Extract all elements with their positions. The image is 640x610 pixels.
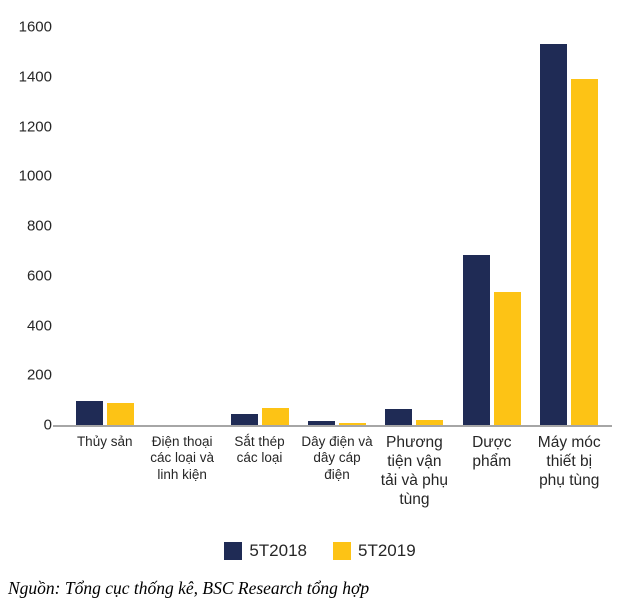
y-tick-label: 400 bbox=[26, 317, 52, 334]
bar-5T2018 bbox=[230, 413, 258, 425]
category-label: Điện thoại các loại và linh kiện bbox=[150, 434, 215, 482]
y-tick-label: 1200 bbox=[18, 118, 52, 135]
bar-5T2018 bbox=[462, 254, 490, 425]
y-tick-label: 800 bbox=[26, 217, 52, 235]
category-label: Phương tiện vận tải và phụ tùng bbox=[380, 434, 448, 508]
bar-5T2019 bbox=[106, 402, 134, 425]
legend-label: 5T2019 bbox=[358, 541, 416, 560]
bar-group bbox=[531, 27, 608, 425]
bar-5T2019 bbox=[493, 291, 521, 425]
x-axis-labels: Thủy sản Điện thoại các loại và linh kiện… bbox=[66, 434, 608, 510]
bar-5T2019 bbox=[261, 407, 289, 425]
y-tick-label: 0 bbox=[43, 416, 52, 434]
bar-5T2018 bbox=[307, 421, 335, 425]
category-label: Dược phẩm bbox=[472, 434, 512, 470]
bar-5T2019 bbox=[571, 79, 599, 425]
bar-group bbox=[221, 27, 298, 425]
bar-group bbox=[376, 27, 453, 425]
category-label: Dây điện và dây cáp điện bbox=[301, 434, 373, 482]
y-tick-label: 1600 bbox=[18, 18, 52, 36]
legend-label: 5T2018 bbox=[249, 541, 307, 560]
legend: 5T2018 5T2019 bbox=[0, 541, 640, 561]
bar-group bbox=[66, 27, 143, 425]
plot-area bbox=[66, 27, 608, 425]
bar-group bbox=[298, 27, 375, 425]
y-tick-label: 1000 bbox=[18, 167, 52, 185]
bar-5T2018 bbox=[540, 44, 568, 425]
y-tick-label: 200 bbox=[26, 366, 52, 384]
category-label: Thủy sản bbox=[76, 434, 133, 449]
legend-item-5T2018: 5T2018 bbox=[224, 541, 307, 561]
bar-group bbox=[143, 27, 220, 425]
bar-group bbox=[453, 27, 530, 425]
legend-swatch-icon bbox=[224, 542, 243, 560]
bar-5T2019 bbox=[338, 422, 366, 425]
y-tick-label: 600 bbox=[26, 267, 52, 285]
source-note: Nguồn: Tổng cục thống kê, BSC Research t… bbox=[8, 578, 370, 598]
legend-swatch-icon bbox=[333, 542, 351, 560]
bar-5T2018 bbox=[385, 408, 413, 425]
bar-5T2018 bbox=[75, 401, 103, 425]
category-label: Sắt thép các loại bbox=[234, 434, 285, 466]
y-tick-label: 1400 bbox=[18, 68, 52, 86]
category-label: Máy móc thiết bị phụ tùng bbox=[537, 434, 601, 489]
bar-5T2019 bbox=[416, 420, 444, 425]
legend-item-5T2019: 5T2019 bbox=[333, 541, 416, 561]
x-axis-line bbox=[53, 425, 612, 427]
